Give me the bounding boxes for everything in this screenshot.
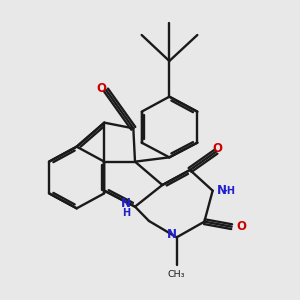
- Text: N: N: [121, 197, 131, 210]
- Text: O: O: [212, 142, 222, 154]
- Text: O: O: [236, 220, 246, 233]
- Text: O: O: [97, 82, 106, 95]
- Text: CH₃: CH₃: [168, 270, 185, 279]
- Text: H: H: [122, 208, 130, 218]
- Text: N: N: [217, 184, 227, 197]
- Text: –H: –H: [223, 186, 236, 196]
- Text: N: N: [167, 228, 177, 241]
